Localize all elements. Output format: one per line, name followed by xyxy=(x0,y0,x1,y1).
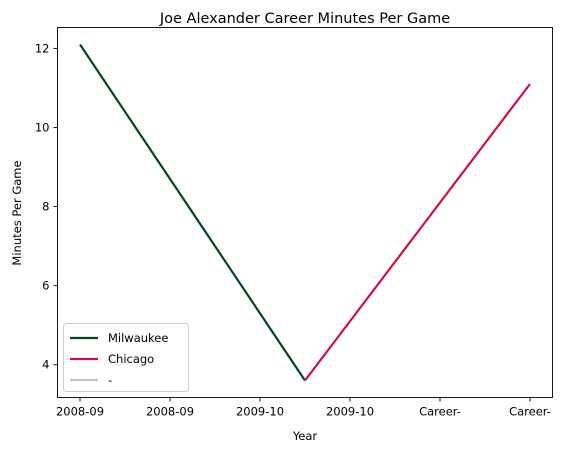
series-layer xyxy=(79,43,531,382)
x-tick-label: 2008-09 xyxy=(146,405,194,419)
x-axis-label: Year xyxy=(292,429,318,443)
chart-title: Joe Alexander Career Minutes Per Game xyxy=(159,11,450,27)
series-line-1 xyxy=(304,83,531,382)
y-tick-label: 12 xyxy=(35,41,50,55)
legend: Milwaukee Chicago - xyxy=(63,323,189,392)
y-axis-ticks: 4 6 8 10 12 xyxy=(35,41,58,372)
plot-area-frame xyxy=(57,27,553,398)
x-tick-label: 2009-10 xyxy=(236,405,284,419)
x-tick-label: 2009-10 xyxy=(326,405,374,419)
y-tick-label: 8 xyxy=(42,200,49,214)
x-tick-label: Career- xyxy=(419,405,461,419)
legend-label: Milwaukee xyxy=(108,331,168,345)
series-line-0 xyxy=(79,43,306,382)
y-axis-label: Minutes Per Game xyxy=(10,160,24,265)
x-tick-label: Career- xyxy=(509,405,551,419)
legend-label: - xyxy=(108,373,112,387)
y-tick-label: 10 xyxy=(35,121,50,135)
legend-box xyxy=(63,323,189,392)
x-tick-label: 2008-09 xyxy=(56,405,104,419)
legend-label: Chicago xyxy=(108,352,154,366)
y-tick-label: 6 xyxy=(42,279,49,293)
y-tick-label: 4 xyxy=(42,358,49,372)
x-axis-ticks: 2008-09 2008-09 2009-10 2009-10 Career- Caree… xyxy=(56,397,551,419)
